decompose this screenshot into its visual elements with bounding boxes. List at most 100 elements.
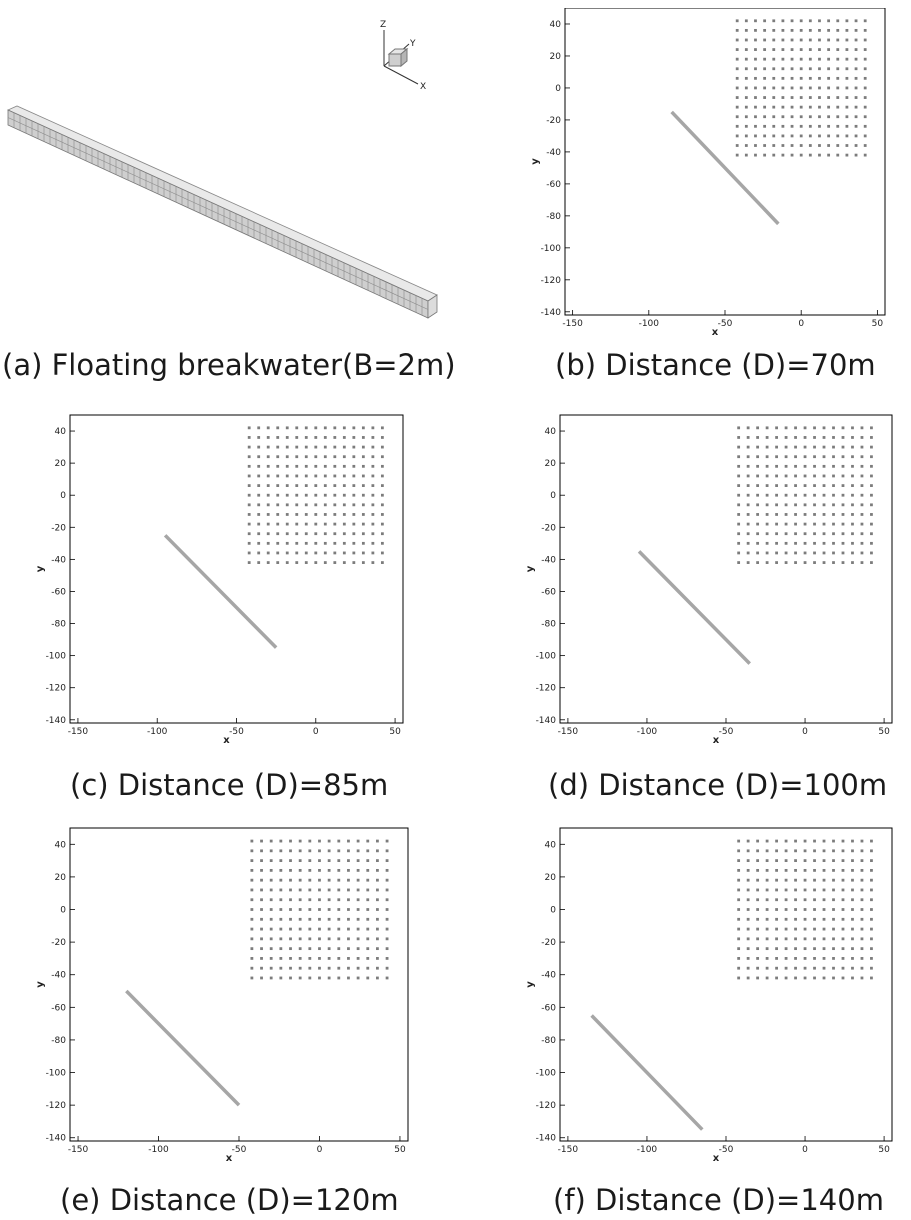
grid-point <box>260 957 263 960</box>
grid-point <box>260 908 263 911</box>
grid-point <box>772 86 776 90</box>
grid-point <box>746 878 750 882</box>
grid-point <box>851 464 854 468</box>
grid-point <box>756 898 760 902</box>
grid-point <box>832 426 835 430</box>
plot-frame <box>559 827 893 1142</box>
grid-point <box>737 445 741 449</box>
grid-point <box>832 878 835 882</box>
grid-point <box>790 105 794 109</box>
grid-point <box>380 503 384 507</box>
grid-point <box>870 917 873 921</box>
grid-point <box>845 67 849 71</box>
grid-point <box>870 474 873 478</box>
grid-point <box>784 898 788 902</box>
grid-point <box>772 134 776 138</box>
grid-point <box>744 67 748 71</box>
grid-point <box>854 67 858 71</box>
grid-point <box>818 76 821 80</box>
grid-point <box>784 561 788 564</box>
grid-point <box>756 888 760 892</box>
y-tick-label: -40 <box>546 148 561 158</box>
x-tick-label: -150 <box>68 727 89 737</box>
grid-point <box>818 28 821 32</box>
grid-point <box>323 464 327 468</box>
grid-point <box>347 878 350 882</box>
grid-point <box>314 445 318 449</box>
grid-point <box>257 436 261 439</box>
grid-point <box>279 868 283 872</box>
grid-point <box>813 898 816 902</box>
grid-point <box>376 937 379 941</box>
grid-point <box>266 503 270 507</box>
grid-point <box>827 115 831 119</box>
grid-point <box>318 917 321 921</box>
grid-point <box>744 153 748 157</box>
plot-c-chart: -150 -100 -50 0 50 40 20 0 -20 -40 -60 -80 -100 -120 -… <box>35 414 404 746</box>
grid-point <box>260 849 263 853</box>
grid-point <box>851 888 854 892</box>
grid-point <box>845 48 849 51</box>
grid-point <box>337 957 341 960</box>
grid-point <box>827 124 831 128</box>
grid-point <box>763 96 767 99</box>
grid-point <box>863 67 867 71</box>
grid-point <box>822 839 826 843</box>
grid-point <box>832 532 835 536</box>
grid-point <box>832 888 835 892</box>
grid-point <box>870 436 873 439</box>
grid-point <box>870 927 873 931</box>
grid-point <box>323 474 327 478</box>
grid-point <box>269 917 273 921</box>
grid-point <box>352 445 356 449</box>
grid-point <box>763 28 767 32</box>
grid-point <box>318 957 321 960</box>
grid-point <box>781 67 785 71</box>
grid-point <box>863 115 867 119</box>
grid-point <box>794 957 797 960</box>
grid-point <box>342 484 346 487</box>
grid-point <box>323 503 327 507</box>
grid-point <box>763 86 767 90</box>
grid-point <box>250 839 254 843</box>
grid-point <box>841 888 845 892</box>
grid-point <box>333 484 337 487</box>
grid-point <box>841 532 845 536</box>
grid-point <box>860 551 864 555</box>
grid-point <box>371 503 375 507</box>
grid-point <box>822 888 826 892</box>
grid-point <box>841 908 845 911</box>
x-tick-label: 50 <box>389 727 401 737</box>
grid-point <box>763 48 767 51</box>
grid-point <box>756 561 760 564</box>
grid-point <box>827 19 831 23</box>
grid-point <box>765 917 769 921</box>
grid-point <box>352 513 356 516</box>
grid-point <box>266 551 270 555</box>
grid-point <box>765 474 769 478</box>
grid-point <box>851 859 854 863</box>
grid-point <box>860 898 864 902</box>
grid-point <box>298 917 302 921</box>
grid-point <box>832 522 835 526</box>
grid-point <box>754 67 757 71</box>
grid-point <box>376 966 379 970</box>
grid-point <box>854 105 858 109</box>
grid-point <box>376 859 379 863</box>
y-axis-label: y <box>35 565 46 572</box>
grid-point <box>754 153 757 157</box>
grid-point <box>247 551 251 555</box>
grid-point <box>323 436 327 439</box>
grid-point <box>735 124 739 128</box>
grid-point <box>342 503 346 507</box>
grid-point <box>250 888 254 892</box>
grid-point <box>342 464 346 468</box>
grid-point <box>756 426 760 430</box>
grid-point <box>860 484 864 487</box>
grid-point <box>854 96 858 99</box>
grid-point <box>737 436 741 439</box>
grid-point <box>775 484 778 487</box>
grid-point <box>756 966 760 970</box>
grid-point <box>279 917 283 921</box>
grid-point <box>775 976 778 980</box>
